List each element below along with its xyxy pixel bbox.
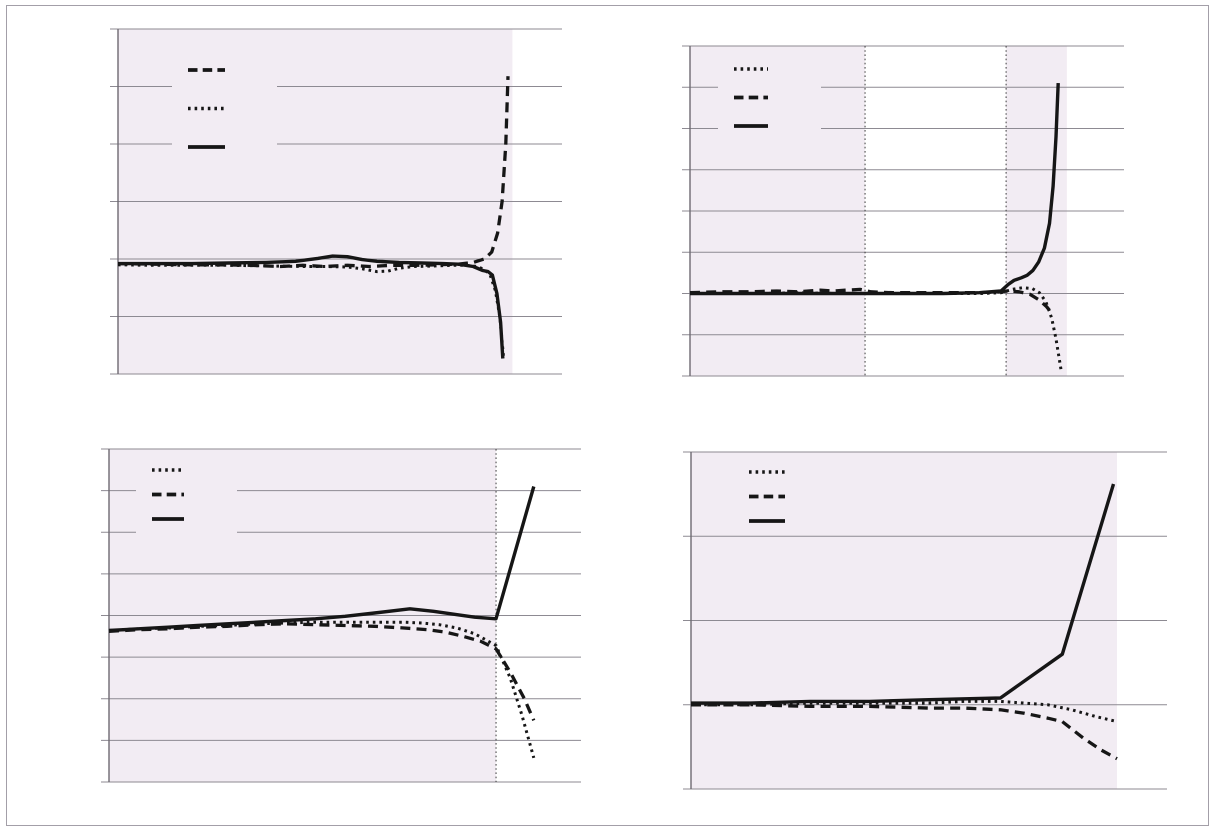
chart-a	[110, 28, 562, 375]
series-S12-line	[690, 286, 1063, 371]
series-S23-line	[690, 83, 1060, 296]
series-S12-line	[691, 699, 1118, 724]
series-S11-line	[108, 620, 536, 759]
chart-b	[682, 45, 1124, 377]
legend	[733, 457, 838, 535]
chart-d	[683, 451, 1167, 790]
series-S23-line	[691, 483, 1116, 705]
legend-background	[733, 457, 838, 535]
legend-background	[718, 54, 821, 140]
series-S33-line	[118, 254, 505, 359]
legend	[136, 455, 237, 533]
series-S13-line	[691, 703, 1118, 761]
legend	[718, 54, 821, 140]
series-S33-line	[108, 486, 536, 633]
legend-background	[136, 455, 237, 533]
legend	[172, 55, 277, 161]
chart-c	[101, 448, 581, 783]
